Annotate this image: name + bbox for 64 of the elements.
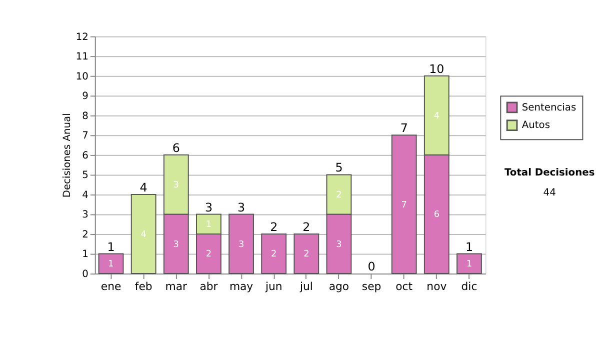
x-tick-label: jul bbox=[298, 280, 313, 293]
x-tick-label: abr bbox=[200, 280, 218, 293]
data-label: 4 bbox=[434, 111, 440, 122]
data-label: 1 bbox=[108, 260, 114, 270]
text: Total Decisiones bbox=[504, 168, 595, 179]
bar bbox=[391, 134, 417, 274]
x-tick-label: ene bbox=[100, 280, 122, 293]
x-tick-label: sep bbox=[362, 280, 382, 293]
total-label: 1 bbox=[107, 240, 115, 254]
data-label: 6 bbox=[434, 210, 440, 220]
total-label: 5 bbox=[335, 160, 343, 175]
legend-label: Autos bbox=[522, 120, 550, 132]
y-tick-label: 3 bbox=[82, 210, 88, 221]
y-tick-label: 0 bbox=[82, 269, 88, 280]
x-tick-label: nov bbox=[426, 280, 448, 293]
data-label: 1 bbox=[466, 260, 472, 270]
x-tick-label: oct bbox=[396, 280, 413, 293]
legend-label: Sentencias bbox=[522, 102, 576, 114]
data-label: 3 bbox=[173, 180, 179, 191]
x-tick-label: dic bbox=[461, 280, 478, 293]
x-tick-label: jun bbox=[264, 280, 282, 293]
data-label: 4 bbox=[140, 230, 147, 240]
data-label: 2 bbox=[271, 250, 277, 260]
total-label: 2 bbox=[270, 220, 278, 234]
data-label: 3 bbox=[336, 240, 342, 250]
bar bbox=[130, 194, 156, 274]
y-tick-label: 11 bbox=[76, 52, 88, 63]
data-label: 3 bbox=[238, 240, 244, 250]
bar bbox=[456, 253, 482, 274]
data-label: 7 bbox=[401, 200, 407, 210]
y-tick-label: 12 bbox=[76, 32, 88, 43]
y-tick-label: 4 bbox=[82, 190, 88, 201]
x-tick-label: mar bbox=[165, 280, 188, 293]
x-tick-label: feb bbox=[134, 280, 152, 293]
data-label: 3 bbox=[173, 240, 179, 250]
total-label: 7 bbox=[400, 121, 408, 136]
bar bbox=[261, 234, 287, 274]
y-tick-label: 5 bbox=[82, 170, 88, 182]
bar bbox=[294, 234, 320, 274]
y-tick-label: 7 bbox=[82, 130, 88, 142]
total-label: 10 bbox=[429, 62, 444, 76]
data-label: 2 bbox=[336, 190, 342, 200]
y-tick-label: 9 bbox=[82, 91, 88, 102]
data-label: 2 bbox=[206, 250, 212, 260]
y-tick-label: 2 bbox=[82, 229, 88, 240]
y-axis-title: Decisiones Anual bbox=[62, 113, 73, 198]
x-tick-label: may bbox=[229, 280, 254, 293]
y-tick-label: 8 bbox=[82, 110, 88, 122]
x-tick-label: ago bbox=[328, 280, 350, 293]
data-label: 1 bbox=[206, 220, 212, 230]
bar bbox=[228, 214, 254, 274]
total-label: 3 bbox=[237, 200, 246, 214]
total-label: 6 bbox=[172, 140, 180, 155]
data-label: 2 bbox=[304, 250, 310, 260]
bar bbox=[98, 253, 124, 274]
y-tick-label: 10 bbox=[76, 71, 88, 82]
total-label: 1 bbox=[465, 240, 473, 254]
text: 44 bbox=[543, 187, 556, 198]
total-label: 3 bbox=[204, 200, 212, 214]
total-label: 4 bbox=[140, 180, 148, 195]
y-tick-label: 6 bbox=[82, 150, 88, 162]
total-label: 0 bbox=[368, 260, 376, 274]
y-tick-label: 1 bbox=[82, 249, 88, 260]
total-label: 2 bbox=[302, 220, 310, 234]
